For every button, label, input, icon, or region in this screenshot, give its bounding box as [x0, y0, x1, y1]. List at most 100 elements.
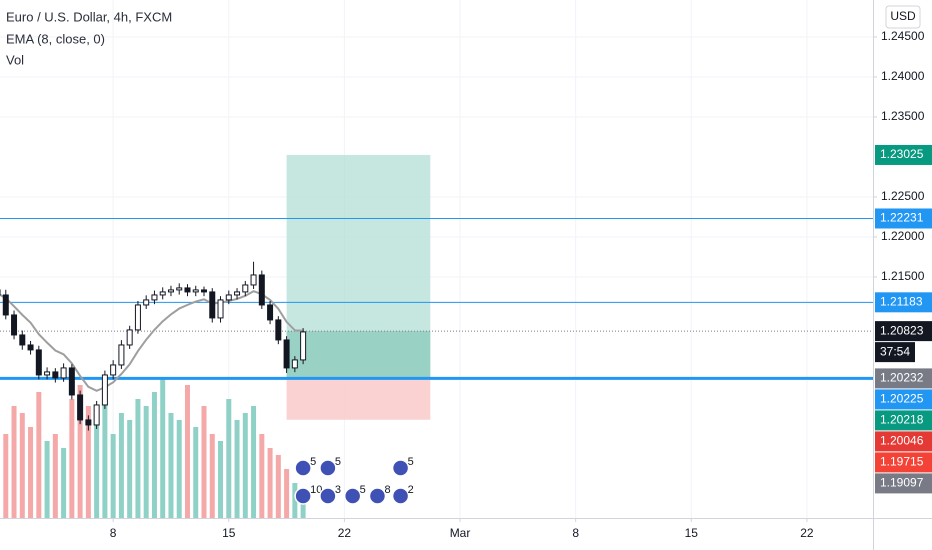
price-badge [875, 368, 932, 389]
volume-bar [69, 399, 75, 518]
volume-bar [3, 434, 9, 518]
volume-bar [44, 441, 50, 518]
event-count: 10 [310, 484, 322, 496]
candle-body [184, 287, 191, 293]
candle-body [101, 374, 108, 406]
price-badge [875, 144, 932, 165]
volume-bar [85, 406, 91, 518]
plot-area: 5 5 5 10 3 5 8 2 [0, 0, 873, 518]
volume-bar [201, 406, 207, 518]
candle-body [234, 291, 241, 296]
event-icon[interactable] [319, 459, 337, 477]
volume-bar [77, 385, 83, 518]
volume-bar [127, 420, 133, 518]
candle-body [176, 287, 183, 291]
price-badge [875, 431, 932, 452]
price-badge-label: 1.20823 [880, 323, 924, 337]
volume-bar [275, 455, 281, 518]
indicator-label: Vol [6, 52, 24, 67]
volume-bar [251, 406, 257, 518]
x-tick-label: 22 [338, 526, 352, 540]
candle-body [134, 304, 141, 331]
price-badge [875, 292, 932, 313]
volume-bar [143, 406, 149, 518]
volume-bar [110, 434, 116, 518]
volume-bar [168, 413, 174, 518]
price-badge-label: 1.19715 [880, 455, 924, 469]
event-icon[interactable] [294, 459, 312, 477]
currency: USD [890, 9, 916, 23]
candle-body [242, 284, 249, 293]
candle-body [44, 371, 51, 376]
event-icon[interactable] [343, 487, 362, 505]
candle-body [267, 304, 274, 321]
candle-body [85, 419, 92, 426]
x-tick-label: 22 [800, 526, 814, 540]
candle-body [258, 274, 265, 306]
volume-bar [151, 392, 157, 518]
price-badge-label: 1.21183 [880, 294, 923, 308]
currency-box[interactable] [885, 5, 921, 29]
y-tick-label: 1.21500 [881, 269, 925, 283]
volume-bar [102, 378, 108, 518]
event-icon[interactable] [319, 487, 337, 505]
x-tick-label: Mar [450, 526, 471, 540]
event-icon[interactable] [368, 487, 387, 505]
candle-body [151, 294, 158, 301]
candle-body [118, 344, 125, 366]
event-icon[interactable] [391, 459, 410, 477]
chart-title: Euro / U.S. Dollar, 4h, FXCM [6, 9, 172, 24]
volume-bar [61, 448, 67, 518]
price-badge [875, 321, 932, 342]
volume-bar [218, 441, 224, 518]
event-count: 5 [335, 456, 341, 468]
candle-body [52, 371, 59, 379]
event-count: 2 [408, 484, 414, 496]
volume-bar [242, 413, 248, 518]
price-badge-label: 1.19097 [880, 476, 924, 490]
volume-bar [184, 385, 190, 518]
price-badge [875, 208, 932, 229]
countdown: 37:54 [880, 344, 910, 358]
candle-body [11, 314, 18, 336]
event-count: 5 [360, 484, 366, 496]
x-tick-label: 8 [110, 526, 117, 540]
candle-body [192, 289, 199, 293]
candle-body [126, 329, 133, 346]
indicator-label: EMA (8, close, 0) [6, 31, 105, 46]
candle-body [143, 299, 150, 306]
candle-body [60, 367, 67, 379]
price-badge-label: 1.22231 [880, 211, 924, 225]
position-open [286, 331, 431, 379]
candle-body [225, 294, 232, 301]
volume-bar [284, 469, 290, 518]
candle-body [217, 299, 224, 319]
volume-bar [292, 483, 298, 518]
price-badge-label: 1.23025 [880, 147, 924, 161]
event-icon[interactable] [294, 487, 312, 505]
candle-body [283, 339, 290, 369]
y-tick-label: 1.22500 [881, 189, 925, 203]
volume-bar [28, 427, 34, 518]
price-badge-label: 1.20218 [880, 413, 924, 427]
volume-bar [94, 420, 100, 518]
event-icon[interactable] [391, 487, 410, 505]
price-badge [875, 452, 932, 473]
candle-body [110, 364, 117, 376]
candle-body [250, 274, 257, 286]
volume-bar [234, 420, 240, 518]
volume-bar [160, 378, 166, 518]
volume-bar [267, 448, 273, 518]
price-badge-label: 1.20225 [880, 392, 924, 406]
countdown-badge [875, 342, 915, 363]
volume-bar [193, 427, 199, 518]
candle-body [77, 394, 84, 421]
candle-body [93, 404, 100, 426]
price-badge-label: 1.20046 [880, 434, 924, 448]
y-tick-label: 1.22000 [881, 229, 925, 243]
price-badge-label: 1.20232 [880, 371, 924, 385]
candle-body [209, 291, 216, 319]
y-tick-label: 1.24000 [881, 69, 925, 83]
ema-line [0, 290, 304, 392]
candle-body [159, 291, 166, 296]
